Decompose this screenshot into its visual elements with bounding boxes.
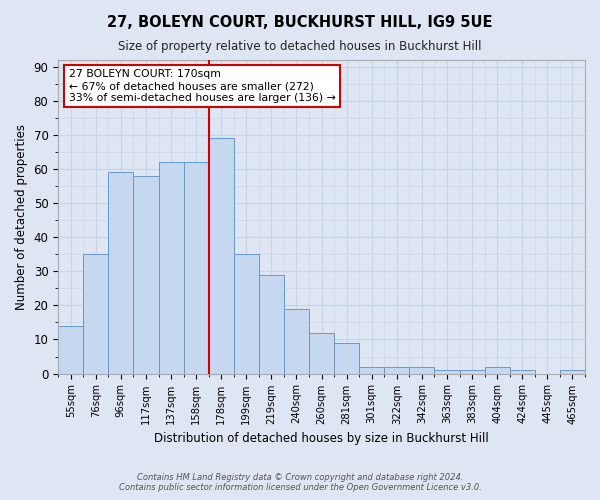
Bar: [158, 162, 184, 374]
Bar: [184, 162, 209, 374]
Bar: [359, 367, 384, 374]
Bar: [234, 254, 259, 374]
Text: Size of property relative to detached houses in Buckhurst Hill: Size of property relative to detached ho…: [118, 40, 482, 53]
Bar: [259, 274, 284, 374]
X-axis label: Distribution of detached houses by size in Buckhurst Hill: Distribution of detached houses by size …: [154, 432, 489, 445]
Bar: [309, 332, 334, 374]
Text: 27, BOLEYN COURT, BUCKHURST HILL, IG9 5UE: 27, BOLEYN COURT, BUCKHURST HILL, IG9 5U…: [107, 15, 493, 30]
Y-axis label: Number of detached properties: Number of detached properties: [15, 124, 28, 310]
Bar: [109, 172, 133, 374]
Text: Contains HM Land Registry data © Crown copyright and database right 2024.
Contai: Contains HM Land Registry data © Crown c…: [119, 473, 481, 492]
Bar: [334, 343, 359, 374]
Bar: [560, 370, 585, 374]
Bar: [58, 326, 83, 374]
Bar: [460, 370, 485, 374]
Bar: [209, 138, 234, 374]
Text: 27 BOLEYN COURT: 170sqm
← 67% of detached houses are smaller (272)
33% of semi-d: 27 BOLEYN COURT: 170sqm ← 67% of detache…: [68, 70, 335, 102]
Bar: [83, 254, 109, 374]
Bar: [510, 370, 535, 374]
Bar: [384, 367, 409, 374]
Bar: [284, 309, 309, 374]
Bar: [485, 367, 510, 374]
Bar: [133, 176, 158, 374]
Bar: [434, 370, 460, 374]
Bar: [409, 367, 434, 374]
